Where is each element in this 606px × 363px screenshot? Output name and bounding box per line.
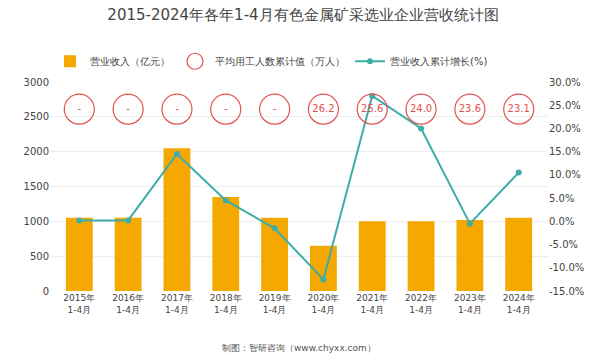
svg-text:营业收入累计增长(%): 营业收入累计增长(%) [390, 56, 487, 67]
svg-text:-5.0%: -5.0% [549, 239, 578, 250]
svg-text:平均用工人数累计值（万人）: 平均用工人数累计值（万人） [215, 56, 345, 67]
svg-text:10.0%: 10.0% [549, 169, 581, 180]
svg-text:-: - [224, 103, 228, 114]
svg-text:-10.0%: -10.0% [549, 262, 584, 273]
svg-text:15.0%: 15.0% [549, 146, 581, 157]
svg-text:2000: 2000 [24, 146, 49, 157]
svg-text:24.0: 24.0 [410, 103, 432, 114]
svg-text:1000: 1000 [24, 216, 49, 227]
svg-text:0: 0 [43, 286, 49, 297]
svg-text:2017年1-4月: 2017年1-4月 [161, 293, 193, 315]
svg-text:2020年1-4月: 2020年1-4月 [307, 293, 339, 315]
svg-text:2016年1-4月: 2016年1-4月 [112, 293, 144, 315]
svg-text:-: - [126, 103, 130, 114]
svg-text:25.6: 25.6 [361, 103, 383, 114]
svg-text:23.6: 23.6 [459, 103, 481, 114]
svg-text:5.0%: 5.0% [549, 193, 574, 204]
svg-text:2022年1-4月: 2022年1-4月 [405, 293, 437, 315]
svg-text:-: - [77, 103, 81, 114]
svg-text:1500: 1500 [24, 181, 49, 192]
svg-text:-: - [273, 103, 277, 114]
svg-text:-: - [175, 103, 179, 114]
svg-text:制图：智研咨询（www.chyxx.com）: 制图：智研咨询（www.chyxx.com） [222, 343, 376, 353]
svg-text:-15.0%: -15.0% [549, 286, 584, 297]
svg-text:0.0%: 0.0% [549, 216, 574, 227]
svg-text:2021年1-4月: 2021年1-4月 [356, 293, 388, 315]
svg-text:2015年1-4月: 2015年1-4月 [63, 293, 95, 315]
svg-text:500: 500 [30, 251, 49, 262]
svg-text:25.0%: 25.0% [549, 100, 581, 111]
svg-text:2019年1-4月: 2019年1-4月 [259, 293, 291, 315]
svg-text:2018年1-4月: 2018年1-4月 [210, 293, 242, 315]
svg-text:营业收入（亿元）: 营业收入（亿元） [90, 56, 170, 67]
svg-text:26.2: 26.2 [312, 103, 334, 114]
svg-text:3000: 3000 [24, 77, 49, 88]
svg-text:20.0%: 20.0% [549, 123, 581, 134]
svg-text:23.1: 23.1 [508, 103, 530, 114]
svg-text:2500: 2500 [24, 111, 49, 122]
svg-text:2015-2024年各年1-4月有色金属矿采选业企业营收统计: 2015-2024年各年1-4月有色金属矿采选业企业营收统计图 [107, 6, 498, 24]
svg-text:30.0%: 30.0% [549, 77, 581, 88]
svg-text:2024年1-4月: 2024年1-4月 [503, 293, 535, 315]
svg-text:2023年1-4月: 2023年1-4月 [454, 293, 486, 315]
